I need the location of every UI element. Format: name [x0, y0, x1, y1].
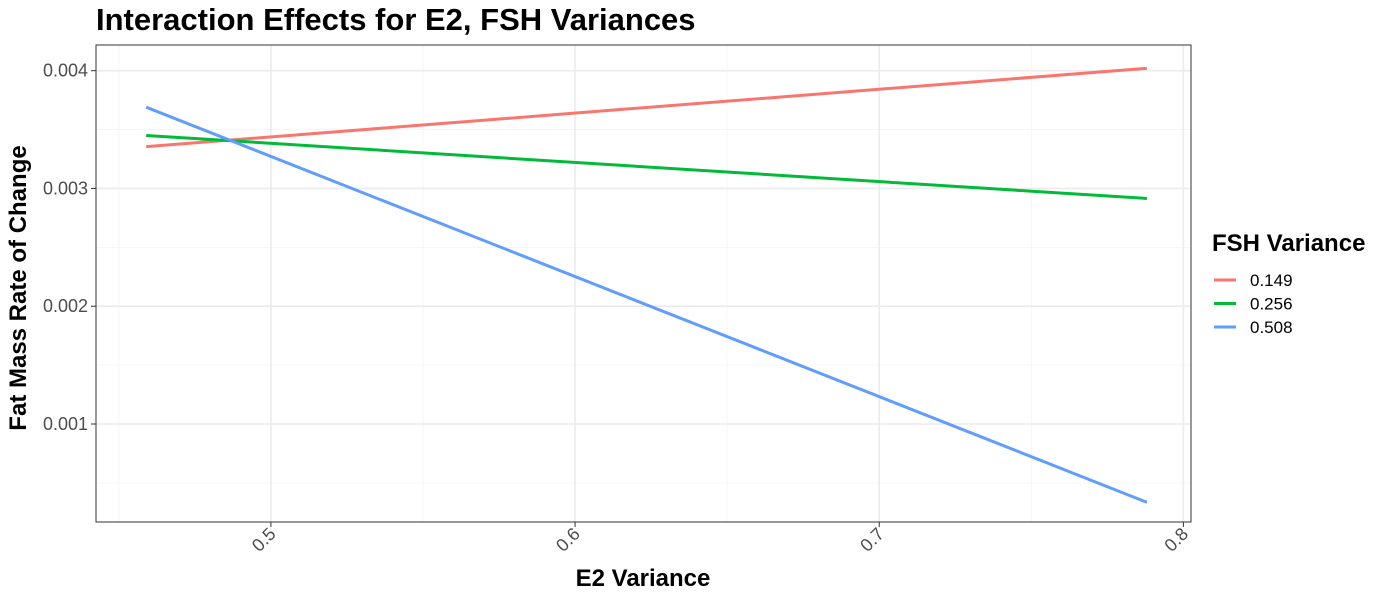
x-axis-title: E2 Variance [576, 565, 711, 592]
y-tick-label: 0.002 [43, 296, 88, 316]
legend-items: 0.149 0.256 0.508 [1214, 271, 1293, 337]
x-tick-label: 0.8 [1160, 524, 1192, 556]
legend-label: 0.149 [1250, 271, 1293, 290]
chart-title: Interaction Effects for E2, FSH Variance… [96, 2, 696, 37]
series-line-0.149 [146, 66, 1148, 149]
y-tick-label: 0.001 [43, 414, 88, 434]
panel-border [95, 44, 1192, 523]
series-lines [145, 66, 1148, 504]
legend-item: 0.256 [1214, 295, 1293, 314]
legend-item: 0.149 [1214, 271, 1293, 290]
x-tick-label: 0.6 [552, 524, 584, 556]
series-line-0.508 [145, 105, 1148, 504]
legend-item: 0.508 [1214, 318, 1293, 337]
series-line-0.256 [146, 133, 1147, 200]
y-tick-label: 0.003 [43, 178, 88, 198]
x-tick-label: 0.7 [856, 524, 888, 556]
grid-lines [96, 45, 1191, 522]
y-tick-label: 0.004 [43, 61, 88, 81]
legend-title: FSH Variance [1212, 230, 1365, 257]
legend-label: 0.508 [1250, 318, 1293, 337]
y-axis-title: Fat Mass Rate of Change [5, 145, 32, 430]
legend: FSH Variance 0.149 0.256 0.508 [1212, 230, 1365, 337]
legend-label: 0.256 [1250, 295, 1293, 314]
x-tick-label: 0.5 [248, 524, 280, 556]
